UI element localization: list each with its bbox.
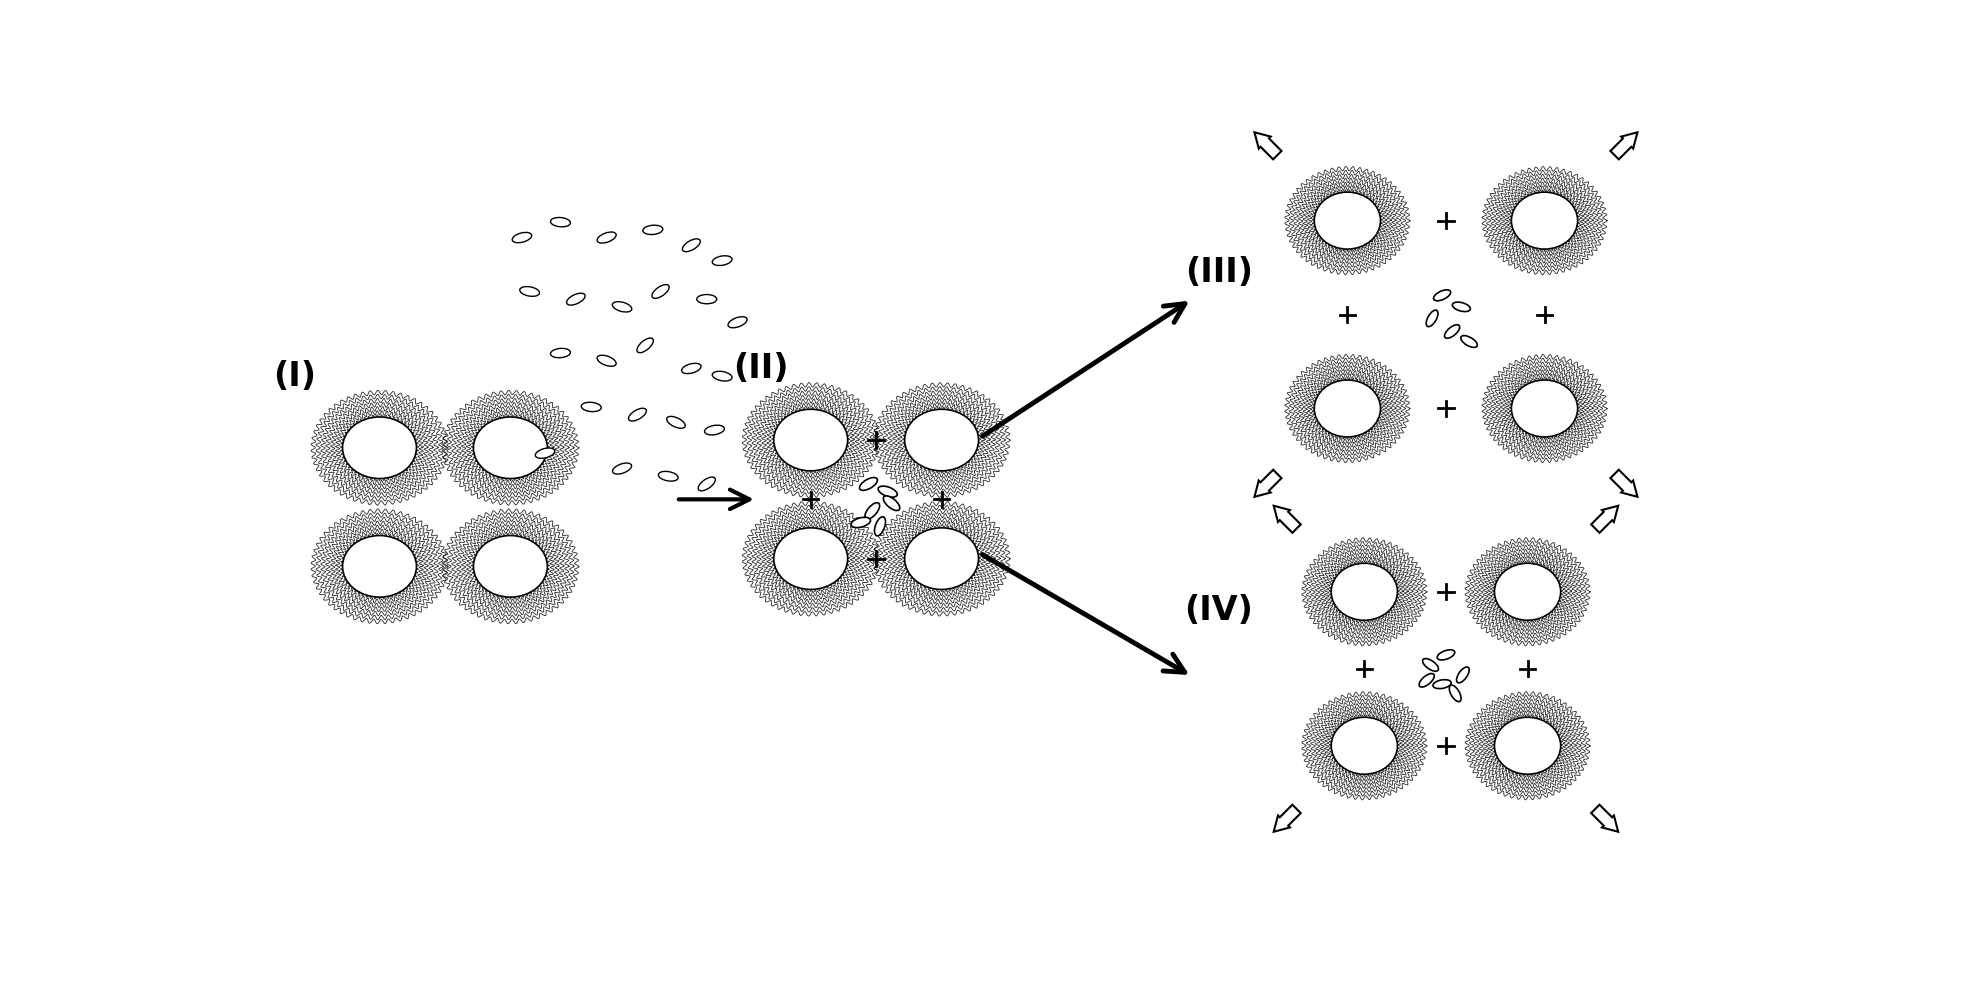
Ellipse shape: [905, 409, 978, 471]
Ellipse shape: [1315, 380, 1380, 437]
Ellipse shape: [774, 409, 847, 471]
Ellipse shape: [521, 287, 539, 296]
Ellipse shape: [582, 402, 602, 412]
Ellipse shape: [1426, 310, 1437, 327]
Polygon shape: [1610, 132, 1637, 160]
Ellipse shape: [638, 338, 653, 353]
Ellipse shape: [612, 463, 632, 474]
Ellipse shape: [644, 226, 663, 234]
Ellipse shape: [343, 536, 416, 597]
Text: (IV): (IV): [1184, 595, 1253, 627]
Ellipse shape: [566, 294, 586, 305]
Ellipse shape: [651, 285, 669, 298]
Polygon shape: [1592, 505, 1618, 533]
Ellipse shape: [875, 517, 885, 536]
Text: (III): (III): [1184, 256, 1253, 289]
Ellipse shape: [659, 472, 677, 481]
Ellipse shape: [1420, 674, 1434, 688]
Ellipse shape: [697, 295, 717, 303]
Ellipse shape: [1453, 302, 1471, 311]
Ellipse shape: [1422, 659, 1439, 671]
Ellipse shape: [713, 371, 733, 381]
Ellipse shape: [1315, 192, 1380, 249]
Ellipse shape: [681, 363, 701, 373]
Ellipse shape: [1511, 380, 1578, 437]
Polygon shape: [1255, 470, 1281, 496]
Ellipse shape: [1511, 192, 1578, 249]
Ellipse shape: [598, 356, 616, 366]
Ellipse shape: [1331, 563, 1398, 621]
Ellipse shape: [1457, 667, 1469, 683]
Text: (II): (II): [733, 352, 788, 385]
Ellipse shape: [905, 528, 978, 589]
Text: (I): (I): [273, 360, 317, 393]
Ellipse shape: [1461, 336, 1477, 348]
Ellipse shape: [1434, 680, 1451, 689]
Ellipse shape: [859, 478, 877, 491]
Ellipse shape: [628, 408, 645, 421]
Polygon shape: [1255, 132, 1281, 160]
Ellipse shape: [1449, 686, 1461, 701]
Ellipse shape: [774, 528, 847, 589]
Ellipse shape: [550, 218, 570, 227]
Ellipse shape: [1437, 650, 1455, 660]
Ellipse shape: [883, 495, 899, 510]
Ellipse shape: [598, 232, 616, 243]
Ellipse shape: [513, 232, 533, 242]
Ellipse shape: [683, 238, 701, 251]
Ellipse shape: [729, 317, 746, 328]
Polygon shape: [1610, 470, 1637, 496]
Ellipse shape: [1331, 717, 1398, 774]
Ellipse shape: [1495, 717, 1560, 774]
Polygon shape: [1273, 505, 1301, 533]
Ellipse shape: [705, 426, 725, 435]
Ellipse shape: [851, 517, 871, 528]
Polygon shape: [1592, 805, 1618, 831]
Ellipse shape: [473, 417, 546, 479]
Ellipse shape: [343, 417, 416, 479]
Ellipse shape: [473, 536, 546, 597]
Polygon shape: [1273, 805, 1301, 831]
Ellipse shape: [865, 502, 879, 519]
Ellipse shape: [1445, 325, 1459, 338]
Ellipse shape: [879, 487, 897, 497]
Ellipse shape: [713, 256, 733, 266]
Ellipse shape: [612, 301, 632, 312]
Ellipse shape: [1495, 563, 1560, 621]
Ellipse shape: [699, 477, 715, 491]
Ellipse shape: [667, 417, 685, 428]
Ellipse shape: [550, 349, 570, 358]
Ellipse shape: [1434, 290, 1451, 300]
Ellipse shape: [535, 448, 554, 458]
